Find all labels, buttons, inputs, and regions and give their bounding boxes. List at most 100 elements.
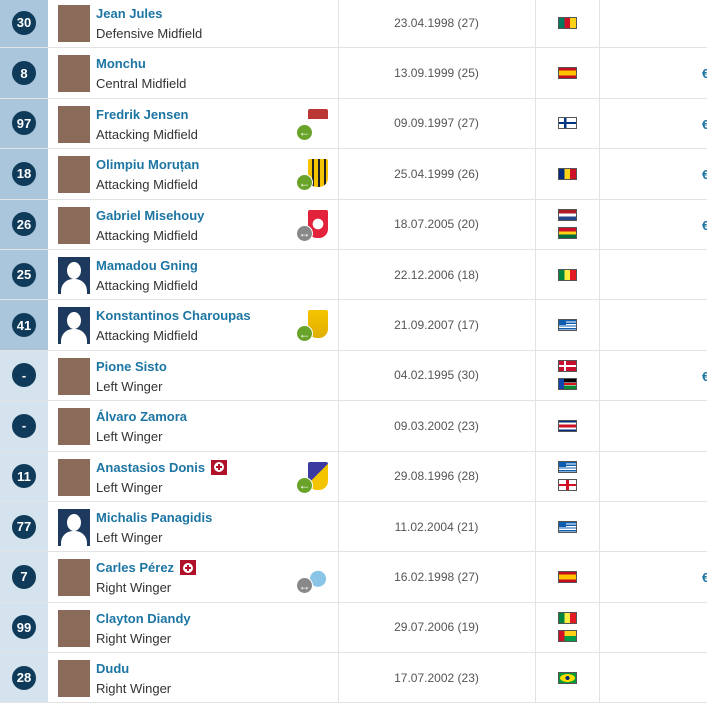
player-photo[interactable] [58, 206, 90, 244]
nationality-cell [535, 250, 599, 299]
player-name-row: Fredrik Jensen [96, 107, 189, 122]
celta-crest[interactable] [308, 562, 328, 591]
nationality-cell [535, 552, 599, 601]
player-name-link[interactable]: Jean Jules [96, 6, 163, 21]
column-divider [338, 501, 339, 552]
flag-senegal-icon [557, 612, 577, 625]
player-name-link[interactable]: Dudu [96, 661, 130, 677]
loan-club[interactable]: ← [296, 159, 328, 192]
player-photo[interactable] [58, 660, 90, 698]
aris-crest[interactable] [308, 310, 328, 339]
player-name-row: Jean Jules [96, 6, 163, 21]
column-divider [535, 501, 536, 552]
number-cell: 8 [0, 48, 48, 98]
augsburg-crest[interactable] [308, 108, 328, 137]
player-name-row: Konstantinos Charoupas [96, 308, 251, 323]
table-row: 7 Carles Pérez Right Winger ↔ 16.02.1998 (27… [0, 552, 707, 603]
market-value-link-icon[interactable]: € [702, 570, 707, 586]
player-silhouette-icon[interactable] [58, 307, 90, 345]
flag-denmark-icon [557, 360, 577, 373]
player-photo[interactable] [58, 559, 90, 597]
table-row: 18 Olimpiu Moruțan Attacking Midfield ← 25.0… [0, 149, 707, 200]
player-name-link[interactable]: Mamadou Gning [96, 257, 198, 273]
player-silhouette-icon[interactable] [58, 256, 90, 294]
number-cell: 97 [0, 98, 48, 149]
player-position: Attacking Midfield [96, 328, 198, 344]
table-row: 11 Anastasios Donis Left Winger ← 29.08.1996… [0, 451, 707, 502]
player-name-link[interactable]: Gabriel Misehouy [96, 207, 205, 223]
flag-south-sudan-icon [557, 378, 577, 391]
player-photo[interactable] [58, 458, 90, 496]
market-value-link-icon[interactable]: € [702, 66, 707, 82]
injury-icon[interactable] [180, 560, 197, 576]
column-divider [535, 98, 536, 149]
number-cell: - [0, 401, 48, 451]
column-divider [599, 451, 600, 501]
number-cell: 18 [0, 149, 48, 199]
shirt-number-badge: 97 [12, 111, 36, 136]
player-photo[interactable] [58, 5, 90, 42]
column-divider [599, 0, 600, 48]
player-name-link[interactable]: Álvaro Zamora [96, 409, 188, 425]
market-value-link-icon[interactable]: € [702, 116, 707, 132]
player-position: Central Midfield [96, 76, 187, 92]
market-value-link-icon[interactable]: € [702, 217, 707, 233]
girona-crest[interactable] [308, 209, 328, 238]
player-photo[interactable] [58, 609, 90, 647]
table-row: 30 Jean Jules Defensive Midfield 23.04.1998… [0, 0, 707, 49]
shirt-number-badge: 7 [12, 564, 36, 589]
column-divider [535, 350, 536, 401]
player-name-link[interactable]: Monchu [96, 56, 146, 72]
flag-finland-icon [557, 117, 577, 130]
market-value-link-icon[interactable]: € [702, 167, 707, 183]
player-photo[interactable] [58, 55, 90, 93]
loan-club[interactable]: ↔ [296, 562, 328, 595]
loan-club[interactable]: ← [296, 108, 328, 141]
column-divider [599, 300, 600, 350]
loan-club[interactable]: ↔ [296, 209, 328, 242]
date-of-birth: 11.02.2004 (21) [394, 519, 479, 534]
date-of-birth: 29.07.2006 (19) [394, 620, 479, 635]
nationality-cell [535, 603, 599, 652]
table-row: 41 Konstantinos Charoupas Attacking Midfie… [0, 300, 707, 351]
player-name-link[interactable]: Clayton Diandy [96, 610, 191, 626]
player-name-row: Michalis Panagidis [96, 510, 212, 525]
injury-icon[interactable] [211, 459, 228, 475]
apoel-crest[interactable] [308, 461, 328, 490]
flag-cameroon-icon [557, 16, 577, 29]
player-name-link[interactable]: Fredrik Jensen [96, 106, 189, 122]
nationality-cell [535, 502, 599, 551]
column-divider [338, 300, 339, 350]
column-divider [338, 149, 339, 199]
flag-costa-rica-icon [557, 419, 577, 432]
date-of-birth: 25.04.1999 (26) [394, 166, 479, 181]
player-name-link[interactable]: Michalis Panagidis [96, 509, 213, 525]
player-name-link[interactable]: Anastasios Donis [96, 459, 206, 475]
player-name-link[interactable]: Konstantinos Charoupas [96, 308, 251, 324]
player-name-link[interactable]: Pione Sisto [96, 358, 167, 374]
column-divider [599, 501, 600, 552]
shirt-number-badge: 26 [12, 212, 36, 237]
player-name-row: Pione Sisto [96, 359, 167, 374]
nationality-cell [535, 99, 599, 148]
player-photo[interactable] [58, 357, 90, 395]
player-name-link[interactable]: Carles Pérez [96, 560, 175, 576]
player-photo[interactable] [58, 156, 90, 194]
column-divider [535, 552, 536, 602]
player-position: Right Winger [96, 630, 172, 646]
loan-club[interactable]: ← [296, 310, 328, 343]
loan-club[interactable]: ← [296, 461, 328, 494]
player-position: Attacking Midfield [96, 177, 198, 193]
column-divider [535, 602, 536, 653]
player-name-link[interactable]: Olimpiu Moruțan [96, 157, 200, 173]
table-row: 97 Fredrik Jensen Attacking Midfield ← 09.09… [0, 98, 707, 150]
player-photo[interactable] [58, 408, 90, 446]
player-photo[interactable] [58, 105, 90, 143]
column-divider [599, 249, 600, 300]
market-value-link-icon[interactable]: € [702, 368, 707, 384]
shirt-number-badge: 30 [12, 10, 36, 35]
nationality-cell [535, 149, 599, 198]
yellow-black-crest[interactable] [308, 159, 328, 188]
player-position: Left Winger [96, 479, 163, 495]
player-silhouette-icon[interactable] [58, 508, 90, 546]
